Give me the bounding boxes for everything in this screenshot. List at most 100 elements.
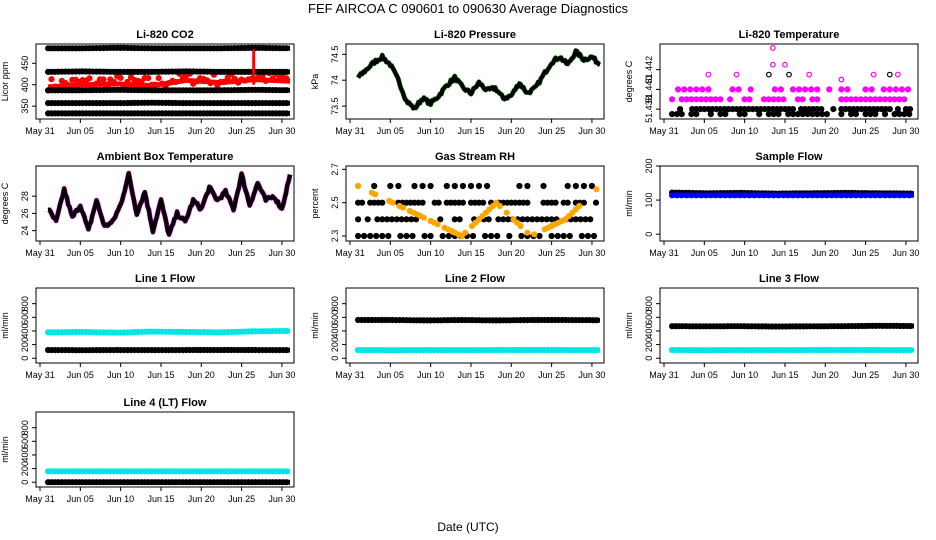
data-point [677,106,684,113]
data-point [735,86,742,93]
y-tick-label: 200 [330,337,340,352]
x-tick-label: Jun 05 [67,370,94,380]
data-point [361,232,368,240]
outlier-point [733,71,740,78]
series-line3-high [669,322,915,330]
y-tick-label: 400 [20,77,30,92]
data-point [722,111,729,118]
data-point [862,86,869,93]
y-tick-label: 26 [20,208,30,218]
panel-title: Line 3 Flow [759,273,819,285]
series-line1-low [45,346,291,354]
x-tick-label: Jun 30 [268,126,295,136]
data-point [427,182,434,190]
chart-panel-7: Line 1 Flow ml/min May 31 Jun 05 Jun 10 Jun 1… [0,273,295,380]
data-point [488,232,495,240]
x-tick-label: Jun 20 [498,370,525,380]
x-tick-label: Jun 30 [892,248,919,258]
x-axis: May 31 Jun 05 Jun 10 Jun 15 Jun 20 Jun 25 Jun … [25,487,295,504]
y-tick-label: 74.5 [330,46,340,64]
x-tick-label: Jun 30 [578,126,605,136]
data-point [818,106,825,113]
x-tick-label: Jun 05 [67,126,94,136]
x-tick-label: Jun 05 [67,248,94,258]
data-point [802,86,809,93]
y-axis-label: degrees C [624,60,634,102]
data-point [593,186,600,193]
x-tick-label: May 31 [25,370,55,380]
x-axis: May 31 Jun 05 Jun 10 Jun 15 Jun 20 Jun 25 Jun … [649,119,919,136]
data-point [814,86,821,93]
y-axis-label: ml/min [624,190,634,217]
series-band-upper-mid [45,68,290,76]
panel-title: Li-820 CO2 [136,29,193,41]
data-point [868,86,875,93]
plot-frame [35,165,295,242]
x-tick-label: Jun 25 [228,370,255,380]
data-point [727,96,734,103]
data-point [838,86,845,93]
panel-title: Gas Stream RH [435,151,515,163]
data-point [707,111,714,118]
x-tick-label: Jun 25 [228,126,255,136]
data-point [397,232,404,240]
y-tick-label: 350 [20,99,30,114]
data-point [693,86,700,93]
x-tick-label: Jun 30 [892,126,919,136]
data-point [459,182,466,190]
x-tick-label: Jun 10 [107,126,134,136]
series-rh-2.5 [355,199,600,206]
x-tick-label: Jun 30 [268,248,295,258]
plot-area [355,316,601,354]
data-point [880,86,887,93]
y-tick-label: 400 [644,323,654,338]
x-tick-label: Jun 25 [228,494,255,504]
data-point [355,182,362,190]
series-band [47,77,291,90]
data-point [524,199,531,206]
plot-frame [35,411,295,488]
data-point [669,96,676,103]
x-tick-label: May 31 [335,126,365,136]
data-point [901,96,908,103]
y-axis-label: Licor ppm [0,62,10,102]
data-point [894,106,902,113]
plot-area [46,170,293,237]
series-band-bottom [45,110,290,117]
y-tick-label: 73.5 [330,97,340,115]
data-point [456,216,463,223]
y-tick-label: 600 [330,310,340,325]
plot-area [45,44,291,117]
y-tick-label: 0 [330,356,340,361]
data-point [808,86,815,93]
data-point [717,96,724,103]
x-tick-label: Jun 25 [228,248,255,258]
y-tick-label: 200 [20,337,30,352]
y-tick-label: 0 [644,356,654,361]
data-point [434,221,441,228]
data-point [687,86,694,93]
x-axis: May 31 Jun 05 Jun 10 Jun 15 Jun 20 Jun 25 Jun … [335,119,605,136]
y-axis-label: ml/min [0,312,10,339]
x-axis: May 31 Jun 05 Jun 10 Jun 15 Jun 20 Jun 25 Jun … [649,363,919,380]
x-tick-label: Jun 20 [498,126,525,136]
data-point [372,191,379,198]
data-point [359,199,366,206]
y-axis-label: ml/min [624,312,634,339]
data-point [560,232,567,240]
outlier-point [705,71,712,78]
data-point [145,75,152,82]
data-point [771,86,779,93]
series-band [48,328,291,336]
panel-title: Ambient Box Temperature [97,151,234,163]
data-point [678,111,685,118]
y-tick-label: 0 [20,480,30,485]
series-line1-high [45,327,291,336]
x-tick-label: Jun 15 [147,494,174,504]
series-band-4375 [669,111,913,118]
data-point [548,232,555,240]
data-point [564,182,571,190]
x-tick-label: May 31 [335,370,365,380]
series-halo [46,170,293,237]
